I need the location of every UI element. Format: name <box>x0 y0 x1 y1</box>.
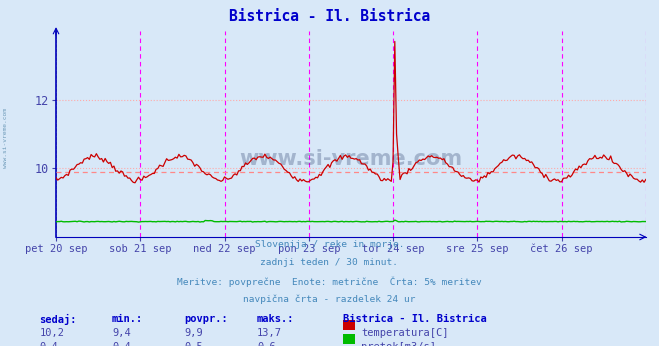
Text: 13,7: 13,7 <box>257 328 282 338</box>
Text: povpr.:: povpr.: <box>185 314 228 324</box>
Text: maks.:: maks.: <box>257 314 295 324</box>
Text: temperatura[C]: temperatura[C] <box>361 328 449 338</box>
Text: Meritve: povprečne  Enote: metrične  Črta: 5% meritev: Meritve: povprečne Enote: metrične Črta:… <box>177 276 482 287</box>
Text: navpična črta - razdelek 24 ur: navpična črta - razdelek 24 ur <box>243 294 416 304</box>
Text: www.si-vreme.com: www.si-vreme.com <box>239 149 463 169</box>
Text: 9,9: 9,9 <box>185 328 203 338</box>
Text: 9,4: 9,4 <box>112 328 130 338</box>
Text: www.si-vreme.com: www.si-vreme.com <box>3 108 8 169</box>
Text: 0,4: 0,4 <box>40 342 58 346</box>
Text: Bistrica - Il. Bistrica: Bistrica - Il. Bistrica <box>229 9 430 24</box>
Text: Slovenija / reke in morje.: Slovenija / reke in morje. <box>255 240 404 249</box>
Text: zadnji teden / 30 minut.: zadnji teden / 30 minut. <box>260 258 399 267</box>
Text: 0,5: 0,5 <box>185 342 203 346</box>
Text: Bistrica - Il. Bistrica: Bistrica - Il. Bistrica <box>343 314 486 324</box>
Text: min.:: min.: <box>112 314 143 324</box>
Text: sedaj:: sedaj: <box>40 314 77 325</box>
Text: 10,2: 10,2 <box>40 328 65 338</box>
Text: pretok[m3/s]: pretok[m3/s] <box>361 342 436 346</box>
Text: 0,4: 0,4 <box>112 342 130 346</box>
Text: 0,6: 0,6 <box>257 342 275 346</box>
